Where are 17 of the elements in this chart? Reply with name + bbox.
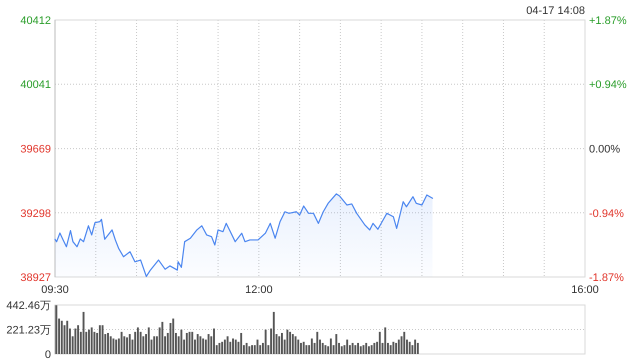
y-tick-label: 221.23万: [6, 324, 51, 336]
x-tick-label: 12:00: [245, 284, 273, 296]
y-tick-label: 40041: [20, 79, 51, 92]
y2-tick-label: -1.87%: [589, 272, 624, 284]
y-tick-label: 40412: [20, 15, 51, 27]
y2-tick-label: +1.87%: [589, 15, 627, 27]
y2-tick-label: +0.94%: [589, 78, 627, 91]
y-tick-label: 0: [44, 349, 51, 360]
x-tick-label: 09:30: [41, 284, 69, 296]
x-tick-label: 16:00: [571, 284, 599, 296]
text: 04-17 14:08: [526, 5, 585, 17]
y2-tick-label: 0.00%: [589, 144, 620, 156]
y-tick-label: 442.46万: [6, 300, 51, 312]
y2-tick-label: -0.94%: [589, 208, 624, 220]
y-tick-label: 39298: [20, 208, 51, 220]
y-tick-label: 39669: [20, 144, 51, 156]
y-tick-label: 38927: [20, 272, 51, 284]
